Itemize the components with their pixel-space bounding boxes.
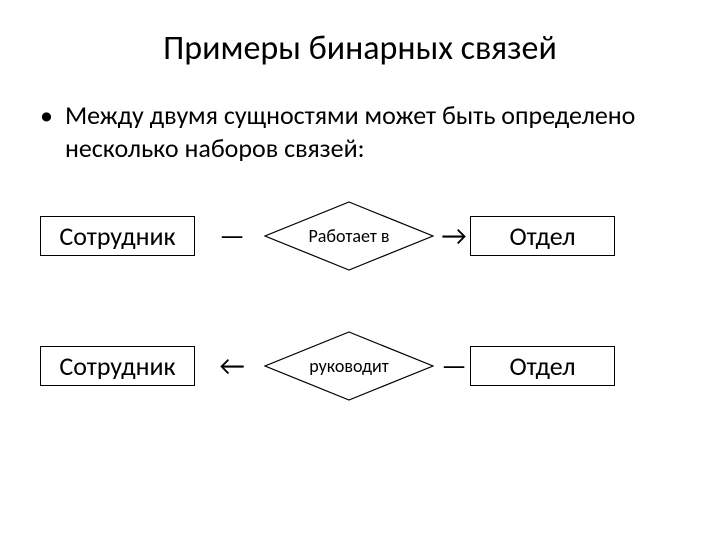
relation-label: руководит [264, 331, 434, 401]
connector-line: — [434, 348, 474, 383]
entity-box: Сотрудник [40, 216, 195, 256]
relation-row: Сотрудник ← руководит — Отдел [0, 324, 720, 414]
connector-arrow-right-icon: → [434, 218, 474, 253]
relation-diamond: Работает в [264, 201, 434, 271]
relation-row: Сотрудник — Работает в → Отдел [0, 194, 720, 284]
entity-box: Отдел [470, 346, 615, 386]
relation-label: Работает в [264, 201, 434, 271]
bullet-marker: • [40, 99, 53, 132]
bullet-item: • Между двумя сущностями может быть опре… [0, 89, 720, 164]
bullet-text: Между двумя сущностями может быть опреде… [65, 99, 670, 164]
entity-box: Отдел [470, 216, 615, 256]
er-diagram: Сотрудник — Работает в → Отдел Сотрудник… [0, 164, 720, 484]
relation-diamond: руководит [264, 331, 434, 401]
entity-box: Сотрудник [40, 346, 195, 386]
connector-line: — [212, 218, 252, 253]
slide-title: Примеры бинарных связей [0, 0, 720, 89]
connector-arrow-left-icon: ← [212, 348, 252, 383]
